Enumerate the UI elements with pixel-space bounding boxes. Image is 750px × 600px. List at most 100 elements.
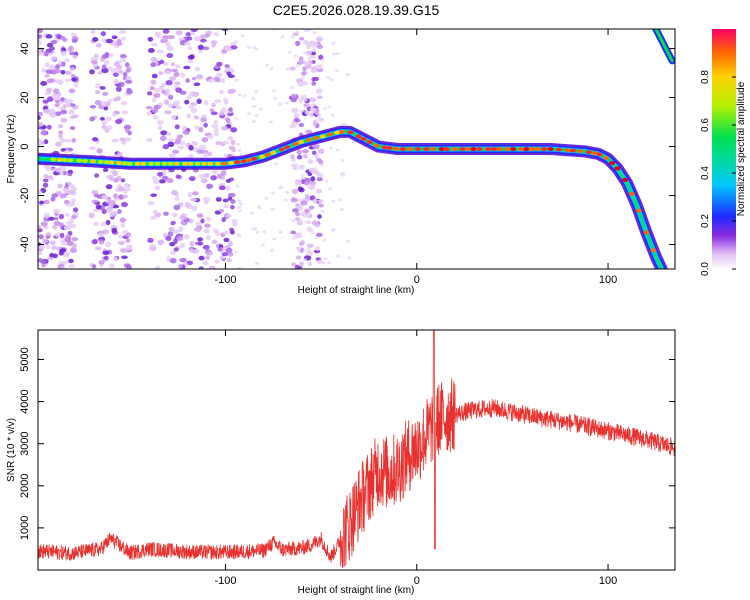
spectrogram-noise-point <box>187 59 194 64</box>
spectrogram-noise-point <box>163 211 169 216</box>
spectrogram-noise-point <box>306 226 313 232</box>
spectrogram-noise-point <box>60 117 68 123</box>
spectrogram-noise-point <box>303 154 309 159</box>
spectrogram-noise-point <box>95 246 102 251</box>
spectrogram-noise-point <box>303 39 309 45</box>
spectrogram-noise-point <box>214 99 222 104</box>
spectrogram-noise-point <box>89 69 95 75</box>
spectrogram-noise-point <box>273 96 278 100</box>
spectrogram-noise-point <box>173 238 178 244</box>
spectrogram-noise-point <box>331 41 336 45</box>
spectrogram-noise-point <box>205 234 211 241</box>
spectrogram-noise-point <box>47 175 53 180</box>
spectrogram-noise-point <box>65 189 71 195</box>
spectrogram-noise-point <box>322 238 327 242</box>
spectrogram-noise-point <box>105 241 112 248</box>
spectrogram-noise-point <box>112 204 120 209</box>
spectrogram-noise-point <box>318 36 323 40</box>
spectrogram-y-tick-label: 0 <box>19 143 31 149</box>
spectrogram-noise-point <box>44 62 50 68</box>
spectrogram-noise-point <box>158 85 164 91</box>
spectrogram-y-tick-label: -20 <box>19 188 31 204</box>
spectrogram-noise-point <box>228 145 236 150</box>
spectrogram-noise-point <box>59 165 67 171</box>
spectrogram-ridge-hotspot <box>339 129 346 134</box>
spectrogram-noise-point <box>188 104 195 109</box>
spectrogram-noise-point <box>50 40 58 45</box>
spectrogram-noise-point <box>108 199 115 204</box>
spectrogram-noise-point <box>62 260 69 265</box>
spectrogram-noise-point <box>41 67 46 73</box>
spectrogram-noise-point <box>234 40 239 44</box>
spectrogram-noise-point <box>230 199 236 204</box>
spectrogram-ridge-hotspot <box>207 161 214 166</box>
spectrogram-noise-point <box>58 260 64 265</box>
spectrogram-ridge-hotspot <box>470 147 477 151</box>
spectrogram-noise-point <box>290 154 295 160</box>
spectrogram-noise-point <box>234 78 239 82</box>
spectrogram-noise-point <box>290 197 298 203</box>
spectrogram-noise-point <box>262 230 267 234</box>
spectrogram-noise-point <box>59 97 65 102</box>
spectrogram-noise-point <box>297 265 303 269</box>
spectrogram-noise-point <box>290 98 298 103</box>
spectrogram-noise-point <box>153 88 161 93</box>
spectrogram-y-axis-label: Frequency (Hz) <box>6 115 17 184</box>
spectrogram-noise-point <box>177 145 185 150</box>
spectrogram-noise-point <box>320 163 325 167</box>
spectrogram-ridge-hotspot <box>635 208 642 213</box>
spectrogram-noise-point <box>105 219 111 226</box>
spectrogram-noise-point <box>120 36 126 41</box>
spectrogram-noise-point <box>186 95 192 100</box>
spectrogram-ridge-hotspot <box>115 160 122 165</box>
spectrogram-noise-point <box>154 104 162 110</box>
spectrogram-noise-point <box>315 232 323 238</box>
spectrogram-noise-point <box>187 55 195 60</box>
spectrogram-noise-point <box>116 64 123 70</box>
spectrogram-noise-point <box>43 212 51 219</box>
spectrogram-ridge-hotspot <box>278 147 285 152</box>
spectrogram-noise-point <box>222 230 229 236</box>
spectrogram-noise-point <box>49 252 54 258</box>
spectrogram-noise-point <box>71 39 78 43</box>
spectrogram-noise-point <box>306 243 314 248</box>
spectrogram-noise-point <box>113 256 118 262</box>
spectrogram-noise-point <box>71 214 78 219</box>
spectrogram-noise-point <box>210 175 217 181</box>
spectrogram-noise-point <box>315 245 320 252</box>
spectrogram-noise-point <box>242 94 247 98</box>
spectrogram-noise-point <box>298 122 305 128</box>
spectrogram-ridge-hotspot <box>355 134 362 139</box>
spectrogram-noise-point <box>179 242 186 248</box>
snr-x-tick-label: 100 <box>599 575 617 587</box>
spectrogram-noise-point <box>146 138 153 143</box>
spectrogram-noise-point <box>49 109 56 115</box>
spectrogram-noise-point <box>295 30 300 34</box>
spectrogram-ridge-hotspot <box>406 147 413 151</box>
spectrogram-ridge-hotspot <box>251 156 258 161</box>
spectrogram-noise-point <box>69 115 77 119</box>
spectrogram-noise-point <box>94 100 102 106</box>
spectrogram-noise-point <box>309 181 317 186</box>
spectrogram-noise-point <box>340 122 345 126</box>
spectrogram-noise-point <box>278 102 283 106</box>
spectrogram-noise-point <box>327 261 332 265</box>
spectrogram-ridge-hotspot <box>393 146 400 151</box>
spectrogram-noise-point <box>51 193 59 198</box>
spectrogram-noise-point <box>147 47 155 54</box>
spectrogram-noise-point <box>339 208 344 212</box>
spectrogram-noise-point <box>159 135 167 142</box>
spectrogram-noise-point <box>216 61 223 67</box>
spectrogram-noise-point <box>312 31 317 35</box>
spectrogram-noise-point <box>193 115 200 120</box>
spectrogram-noise-point <box>178 263 183 269</box>
spectrogram-noise-point <box>70 243 78 248</box>
spectrogram-noise-point <box>211 239 218 245</box>
spectrogram-noise-point <box>200 116 207 123</box>
spectrogram-noise-point <box>214 78 221 83</box>
spectrogram-noise-point <box>123 137 132 142</box>
spectrogram-ridge-hotspot <box>61 158 68 163</box>
spectrogram-noise-point <box>150 56 158 62</box>
spectrogram-ridge-hotspot <box>399 147 406 151</box>
spectrogram-noise-point <box>327 105 332 109</box>
